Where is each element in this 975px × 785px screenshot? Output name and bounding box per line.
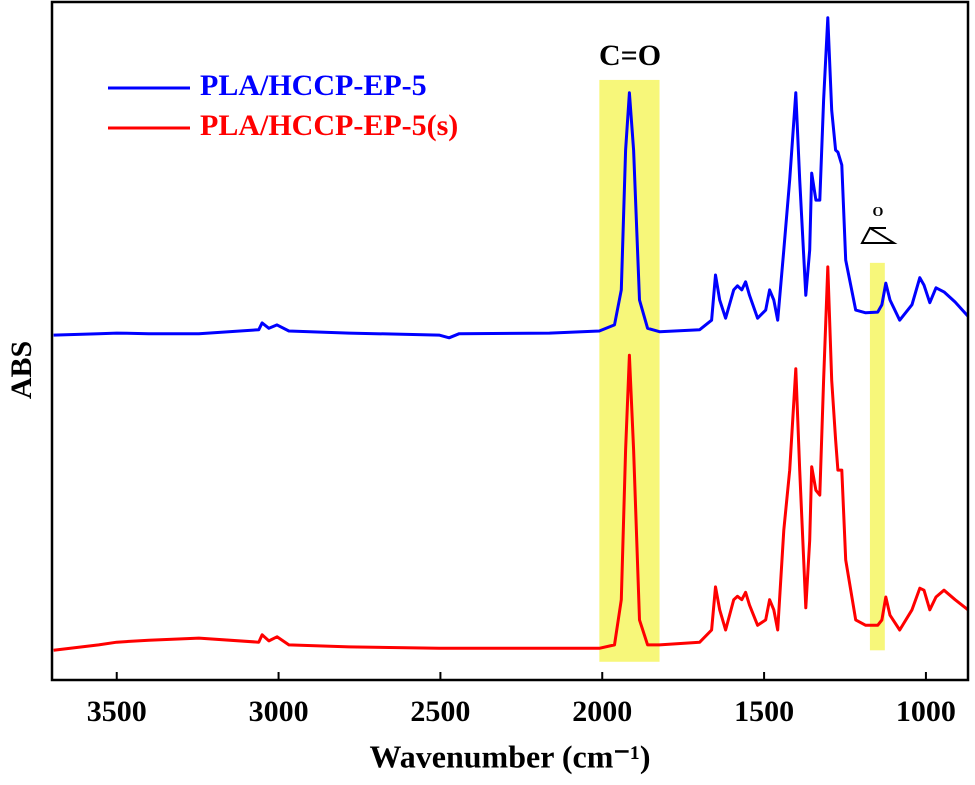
- x-tick-label: 3000: [249, 695, 309, 728]
- plot-frame: [50, 0, 970, 682]
- annotation: O: [873, 205, 884, 220]
- lines: [53, 16, 970, 652]
- x-tick-label: 3500: [87, 695, 147, 728]
- legend-label: PLA/HCCP-EP-5(s): [200, 109, 458, 142]
- spectrum-line: [53, 265, 969, 652]
- highlights: [599, 79, 885, 662]
- x-tick-label: 1500: [734, 695, 794, 728]
- x-tick-label: 1000: [896, 695, 956, 728]
- x-tick-label: 2000: [572, 695, 632, 728]
- y-axis-label: ABS: [5, 341, 38, 399]
- spectrum-line: [53, 16, 970, 340]
- x-axis-label: Wavenumber (cm⁻¹): [370, 738, 651, 774]
- epoxide-icon: [860, 226, 898, 244]
- legend-label: PLA/HCCP-EP-5: [200, 69, 427, 102]
- annotation: C=O: [599, 39, 661, 72]
- highlight-band: [869, 262, 885, 651]
- x-tick-label: 2500: [410, 695, 470, 728]
